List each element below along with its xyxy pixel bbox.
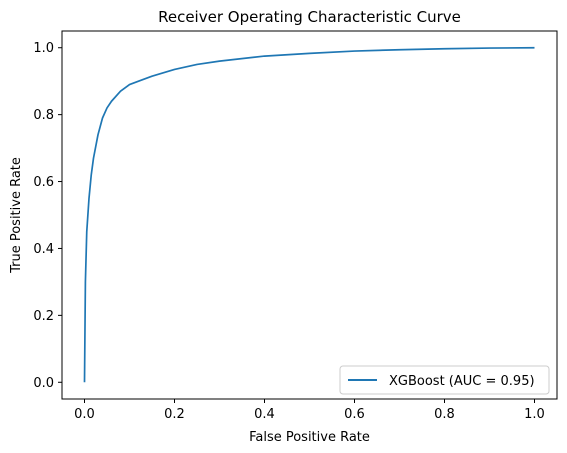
- x-tick-label: 0.2: [164, 407, 185, 422]
- legend-box: [339, 365, 550, 395]
- x-axis: 0.0 0.2 0.4 0.6 0.8 1.0: [74, 399, 545, 422]
- legend-label: XGBoost (AUC = 0.95): [389, 374, 535, 389]
- y-tick-label: 0.2: [33, 309, 54, 324]
- chart-title: Receiver Operating Characteristic Curve: [158, 8, 461, 26]
- x-tick-label: 0.6: [344, 407, 365, 422]
- y-tick-label: 0.6: [33, 175, 54, 190]
- x-tick-label: 1.0: [524, 407, 545, 422]
- y-tick-label: 0.0: [33, 376, 54, 391]
- legend: XGBoost (AUC = 0.95): [339, 365, 550, 395]
- x-tick-label: 0.4: [254, 407, 275, 422]
- y-axis: 0.0 0.2 0.4 0.6 0.8 1.0: [33, 41, 62, 391]
- series-layer: [83, 46, 535, 383]
- x-axis-title: False Positive Rate: [249, 430, 370, 445]
- x-tick-label: 0.8: [434, 407, 455, 422]
- plot-area-frame: [61, 30, 558, 400]
- y-tick-label: 0.8: [33, 108, 54, 123]
- y-axis-title: True Positive Rate: [9, 157, 24, 274]
- x-tick-label: 0.0: [74, 407, 95, 422]
- y-tick-label: 1.0: [33, 41, 54, 56]
- series-line-0: [83, 46, 535, 383]
- y-tick-label: 0.4: [33, 242, 54, 257]
